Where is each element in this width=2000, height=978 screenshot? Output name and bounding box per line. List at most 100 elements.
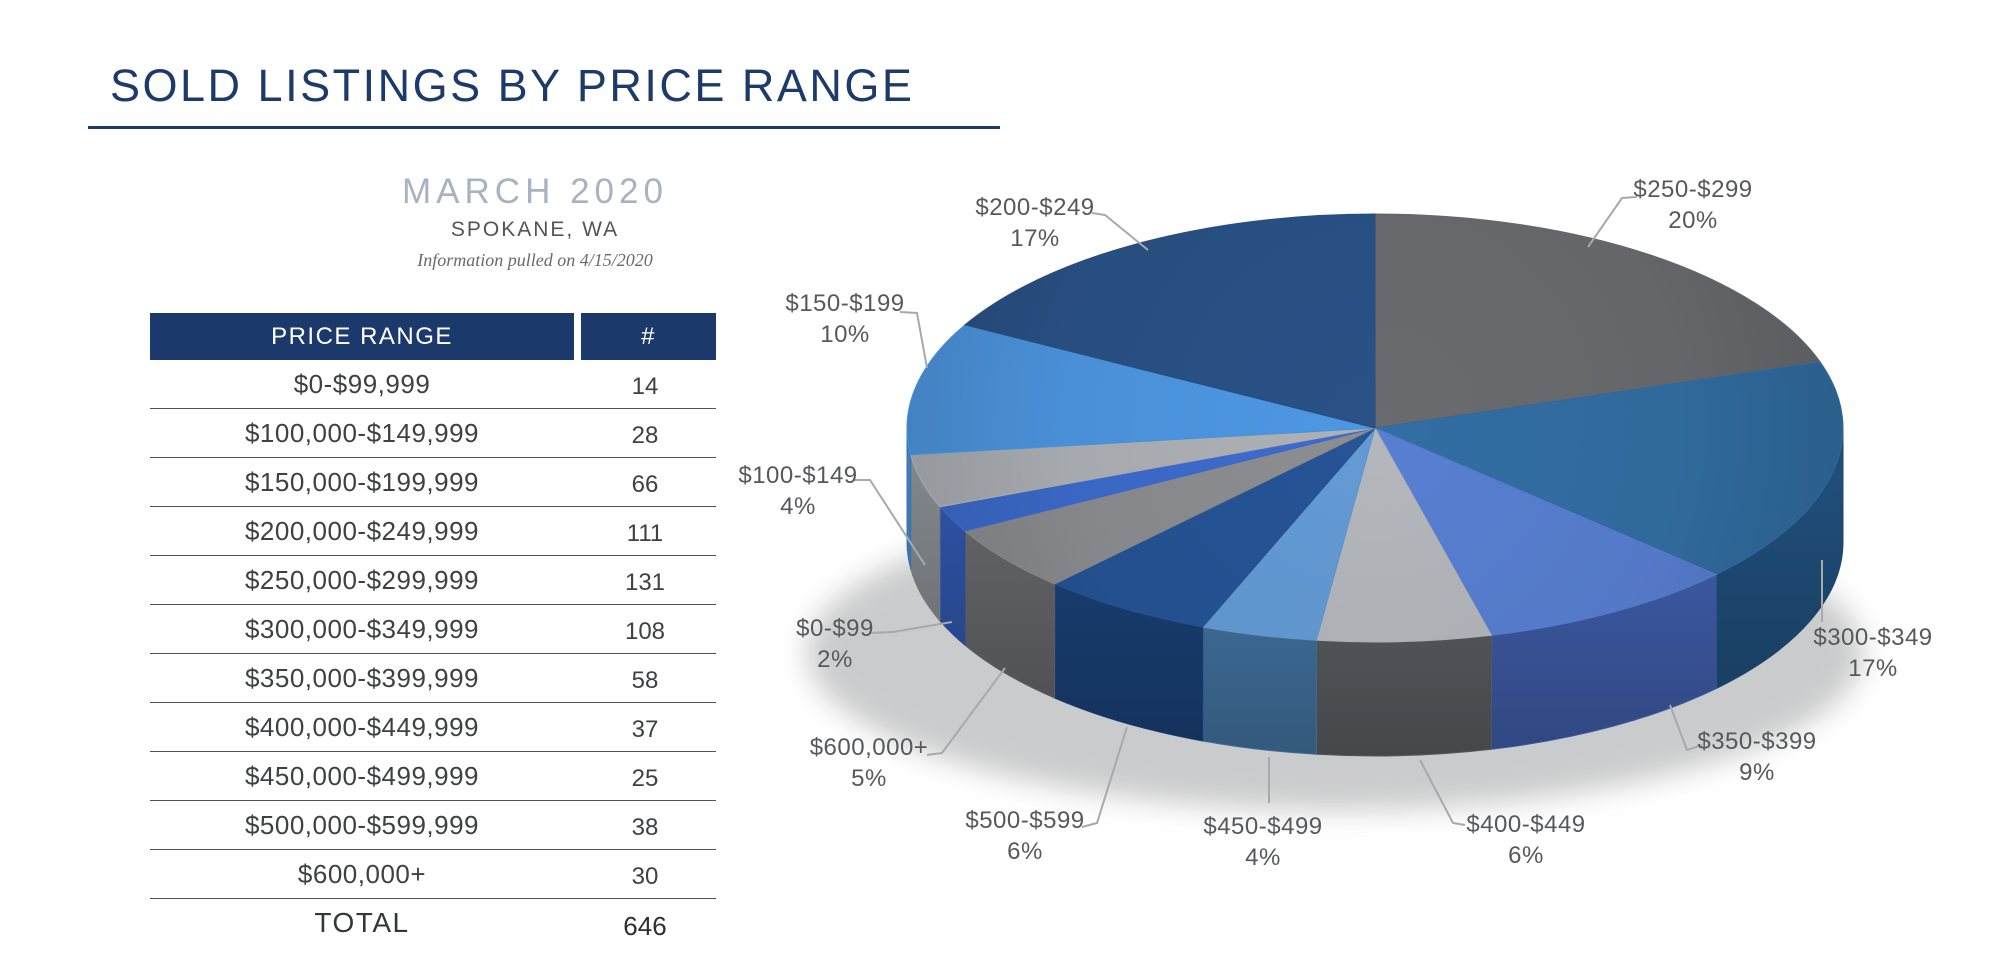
slice-label-pct: 2% xyxy=(817,646,853,673)
slice-label-range: $250-$299 xyxy=(1633,176,1753,203)
leader-line xyxy=(926,667,1006,756)
price-range-cell: $0-$99,999 xyxy=(293,368,431,399)
slice-label-pct: 5% xyxy=(851,765,887,792)
leader-line xyxy=(1587,196,1638,248)
total-label: TOTAL xyxy=(314,907,410,938)
table-row: $600,000+ 30 xyxy=(150,850,716,899)
count-cell: 14 xyxy=(631,373,659,400)
table-row: $450,000-$499,999 25 xyxy=(150,752,716,801)
price-range-cell: $300,000-$349,999 xyxy=(244,613,480,644)
slice-label: $0-$99 2% xyxy=(796,613,874,675)
count-cell: 108 xyxy=(624,618,666,645)
count-header: # xyxy=(581,313,716,360)
pie-slice xyxy=(1373,361,1844,576)
price-range-cell: $150,000-$199,999 xyxy=(244,466,480,497)
table-row: $200,000-$249,999 111 xyxy=(150,507,716,556)
title-underline: SOLD LISTINGS BY PRICE RANGE xyxy=(88,60,1000,129)
price-range-cell: $250,000-$299,999 xyxy=(244,564,480,595)
count-cell: 28 xyxy=(631,422,659,449)
table-row: $300,000-$349,999 108 xyxy=(150,605,716,654)
price-range-cell: $600,000+ xyxy=(297,858,427,889)
price-range-cell: $500,000-$599,999 xyxy=(244,809,480,840)
count-cell: 38 xyxy=(631,814,659,841)
data-pull-note: Information pulled on 4/15/2020 xyxy=(417,250,653,270)
pie-slice xyxy=(1315,426,1493,643)
price-range-table: PRICE RANGE # $0-$99,999 14 $100,000-$149,… xyxy=(150,313,716,947)
slice-label: $350-$399 9% xyxy=(1697,726,1816,788)
report-location: SPOKANE, WA xyxy=(450,218,620,241)
report-month: MARCH 2020 xyxy=(402,172,668,211)
leader-line xyxy=(1081,726,1128,828)
slice-label: $150-$199 10% xyxy=(785,288,904,350)
pie-slice xyxy=(906,324,1376,456)
slice-label-pct: 17% xyxy=(1848,655,1898,682)
slice-label-pct: 6% xyxy=(1508,842,1544,869)
slice-label-pct: 10% xyxy=(820,321,870,348)
leader-line xyxy=(899,311,928,369)
table-row: $150,000-$199,999 66 xyxy=(150,458,716,507)
leader-line xyxy=(1091,212,1149,251)
count-cell: 58 xyxy=(631,667,659,694)
slice-label-range: $300-$349 xyxy=(1813,624,1933,651)
count-cell: 30 xyxy=(631,863,659,890)
count-cell: 37 xyxy=(631,716,659,743)
slice-label-range: $200-$249 xyxy=(975,194,1095,221)
price-range-cell: $100,000-$149,999 xyxy=(244,417,480,448)
table-row: $0-$99,999 14 xyxy=(150,360,716,409)
price-range-cell: $200,000-$249,999 xyxy=(244,515,480,546)
total-value: 646 xyxy=(623,910,667,941)
slice-label-pct: 17% xyxy=(1010,225,1060,252)
pie-side-walls xyxy=(906,427,1844,757)
slice-label: $500-$599 6% xyxy=(965,805,1084,867)
slice-label-pct: 9% xyxy=(1739,759,1775,786)
pie-slice xyxy=(963,427,1376,585)
slice-label: $300-$349 17% xyxy=(1813,622,1932,684)
slice-label-range: $400-$449 xyxy=(1466,811,1586,838)
slice-label-range: $150-$199 xyxy=(785,290,905,317)
pie-slice-wall xyxy=(1315,634,1492,757)
slice-label-range: $350-$399 xyxy=(1697,728,1817,755)
slice-label: $200-$249 17% xyxy=(975,192,1094,254)
pie-slice-wall xyxy=(1202,626,1317,755)
count-cell: 131 xyxy=(624,569,666,596)
slice-label-pct: 20% xyxy=(1668,207,1718,234)
pie-top-slices xyxy=(906,213,1844,643)
table-row: $400,000-$449,999 37 xyxy=(150,703,716,752)
table-total-row: TOTAL 646 xyxy=(150,899,716,947)
slice-label-range: $450-$499 xyxy=(1203,813,1323,840)
page-title: SOLD LISTINGS BY PRICE RANGE xyxy=(110,60,915,111)
slice-label-pct: 6% xyxy=(1007,838,1043,865)
slice-label: $100-$149 4% xyxy=(738,460,857,522)
count-cell: 25 xyxy=(631,765,659,792)
leader-line xyxy=(869,621,953,634)
leader-line xyxy=(853,479,926,566)
slice-label: $400-$449 6% xyxy=(1466,809,1585,871)
leader-line xyxy=(1669,704,1703,752)
slice-label: $450-$499 4% xyxy=(1203,811,1322,873)
slice-label-range: $600,000+ xyxy=(809,734,929,761)
table-row: $250,000-$299,999 131 xyxy=(150,556,716,605)
pie-leader-lines xyxy=(853,196,1823,828)
table-row: $350,000-$399,999 58 xyxy=(150,654,716,703)
table-header-row: PRICE RANGE # xyxy=(150,313,716,360)
price-range-cell: $350,000-$399,999 xyxy=(244,662,480,693)
slice-label: $250-$299 20% xyxy=(1633,174,1752,236)
table-row: $500,000-$599,999 38 xyxy=(150,801,716,850)
count-cell: 111 xyxy=(626,520,664,547)
pie-slice xyxy=(1053,427,1376,628)
price-range-cell: $450,000-$499,999 xyxy=(244,760,480,791)
table-row: $100,000-$149,999 28 xyxy=(150,409,716,458)
pie-slice xyxy=(963,213,1376,429)
slice-label-range: $100-$149 xyxy=(738,462,858,489)
slice-label-range: $500-$599 xyxy=(965,807,1085,834)
slice-label: $600,000+ 5% xyxy=(810,732,929,794)
pie-slice xyxy=(1374,213,1821,429)
slice-label-range: $0-$99 xyxy=(796,615,874,642)
header-divider xyxy=(574,313,581,360)
pie-slice xyxy=(1373,426,1718,636)
table-body: $0-$99,999 14 $100,000-$149,999 28 $150,000-… xyxy=(150,360,716,899)
price-range-cell: $400,000-$449,999 xyxy=(244,711,480,742)
slice-label-pct: 4% xyxy=(1245,844,1281,871)
